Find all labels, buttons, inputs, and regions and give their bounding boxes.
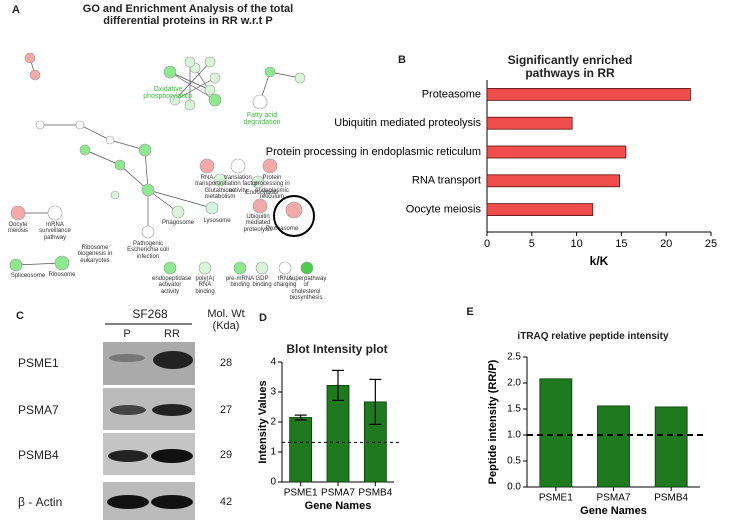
network-node-label: Phagosome	[161, 220, 195, 226]
y-tick-label: 0.0	[507, 482, 521, 493]
chart-title: Blot Intensity plot	[286, 342, 388, 356]
cell-line: SF268	[132, 307, 168, 321]
mw-value: 28	[219, 357, 233, 369]
mw-value: 42	[219, 496, 233, 508]
blots	[103, 342, 195, 520]
panel-letter: E	[466, 306, 474, 318]
network-node-label: translation initiation factor activity	[218, 175, 258, 194]
y-tick-label: 0	[270, 477, 276, 488]
network-node-label: Oxidative phosphorylation	[143, 86, 193, 101]
category-label: Ubiquitin mediated proteolysis	[334, 117, 481, 129]
highlight-ring	[273, 195, 315, 237]
y-tick-label: 0.5	[507, 456, 521, 467]
bar	[289, 417, 313, 483]
bar	[654, 406, 688, 488]
panel-letter: B	[398, 54, 406, 66]
mw-header: Mol. Wt (Kda)	[207, 308, 245, 333]
y-tick-label: 2.5	[507, 352, 521, 363]
category-label: Protein processing in endoplasmic reticu…	[266, 146, 481, 158]
x-tick-label: PSMB4	[654, 493, 688, 504]
network-node-label: Proteasome	[265, 226, 299, 232]
y-axis-label: Intensity Values	[257, 380, 269, 463]
protein-label: PSMB4	[18, 448, 59, 462]
network-node-label: Ribosome	[48, 272, 76, 278]
x-tick-label: 10	[570, 238, 582, 250]
network-node-label: superpathway of cholesterol biosynthesis	[289, 276, 327, 301]
chart-title: iTRAQ relative peptide intensity	[517, 331, 669, 342]
x-axis-label: Gene Names	[305, 500, 372, 512]
x-tick-label: PSMA7	[321, 488, 355, 499]
x-tick-label: PSMB4	[358, 488, 392, 499]
x-tick-label: 0	[484, 238, 490, 250]
mw-value: 27	[219, 404, 233, 416]
network-node-label: Ribosome biogenesis in eukaryotes	[77, 245, 113, 264]
network-node-label: Glutathione metabolism	[204, 188, 236, 201]
network-node-label: Spliceosome	[10, 273, 46, 279]
network-node-label: Oocyte meiosis	[7, 222, 29, 235]
network-node-label: Ubiquitin mediated proteolysis	[243, 214, 273, 233]
x-tick-label: 5	[529, 238, 535, 250]
bar	[486, 88, 691, 101]
protein-label: PSMA7	[18, 403, 59, 417]
network-node-label: Protein processing in endoplasmic reticu…	[254, 175, 290, 200]
network-node-label: GDP binding	[252, 276, 272, 289]
category-label: RNA transport	[412, 175, 481, 187]
lane-label: P	[123, 328, 131, 340]
network-node-label: tRNA charging	[273, 276, 297, 289]
network-node-label: Fatty acid degradation	[243, 112, 281, 127]
network-node-label: mRNA surveillance pathway	[39, 222, 71, 241]
chart-title: Significantly enriched pathways in RR	[507, 53, 633, 81]
panel-letter: C	[16, 310, 24, 322]
x-tick-label: 20	[660, 238, 672, 250]
y-tick-label: 2	[270, 417, 276, 428]
bar	[597, 405, 630, 488]
x-axis-label: Gene Names	[580, 505, 647, 517]
bar	[486, 174, 621, 188]
y-tick-label: 2.0	[507, 378, 521, 389]
panel-letter: A	[12, 4, 20, 16]
bar	[539, 378, 573, 488]
y-tick-label: 4	[270, 357, 276, 368]
network-node-label: endopeptidase activator activity	[152, 276, 192, 295]
protein-label: PSME1	[18, 356, 59, 370]
x-axis-label: k/K	[590, 254, 609, 268]
y-axis-label: Peptide intensity (RR/P)	[487, 359, 499, 484]
x-tick-label: PSME1	[284, 488, 318, 499]
y-tick-label: 1	[270, 447, 276, 458]
y-tick-label: 3	[270, 387, 276, 398]
network-node-label: pre-mRNA binding	[225, 276, 255, 289]
x-tick-label: PSMA7	[597, 493, 631, 504]
bar	[486, 116, 573, 130]
y-tick-label: 1.5	[507, 404, 521, 415]
mw-value: 29	[219, 449, 233, 461]
panel-letter: D	[259, 312, 267, 324]
y-tick-label: 1.0	[507, 430, 521, 441]
network-node-label: Lysosome	[203, 218, 231, 224]
network-node-label: Pathogenic Escherichia coli infection	[127, 241, 169, 260]
network-node-label: RNA transport	[195, 175, 219, 188]
category-label: Proteasome	[422, 88, 481, 100]
x-tick-label: PSME1	[539, 493, 573, 504]
lane-label: RR	[164, 328, 180, 340]
x-tick-label: 25	[705, 238, 717, 250]
category-label: Oocyte meiosis	[406, 204, 482, 216]
panel-title: GO and Enrichment Analysis of the total …	[82, 3, 294, 28]
x-tick-label: 15	[615, 238, 627, 250]
protein-label: β - Actin	[18, 495, 63, 509]
network-nodes	[9, 52, 314, 275]
network-node-label: poly(A) RNA binding	[195, 276, 215, 295]
bar	[486, 203, 594, 217]
bar	[486, 145, 627, 159]
network-node-label: Endocytosis	[245, 190, 279, 196]
